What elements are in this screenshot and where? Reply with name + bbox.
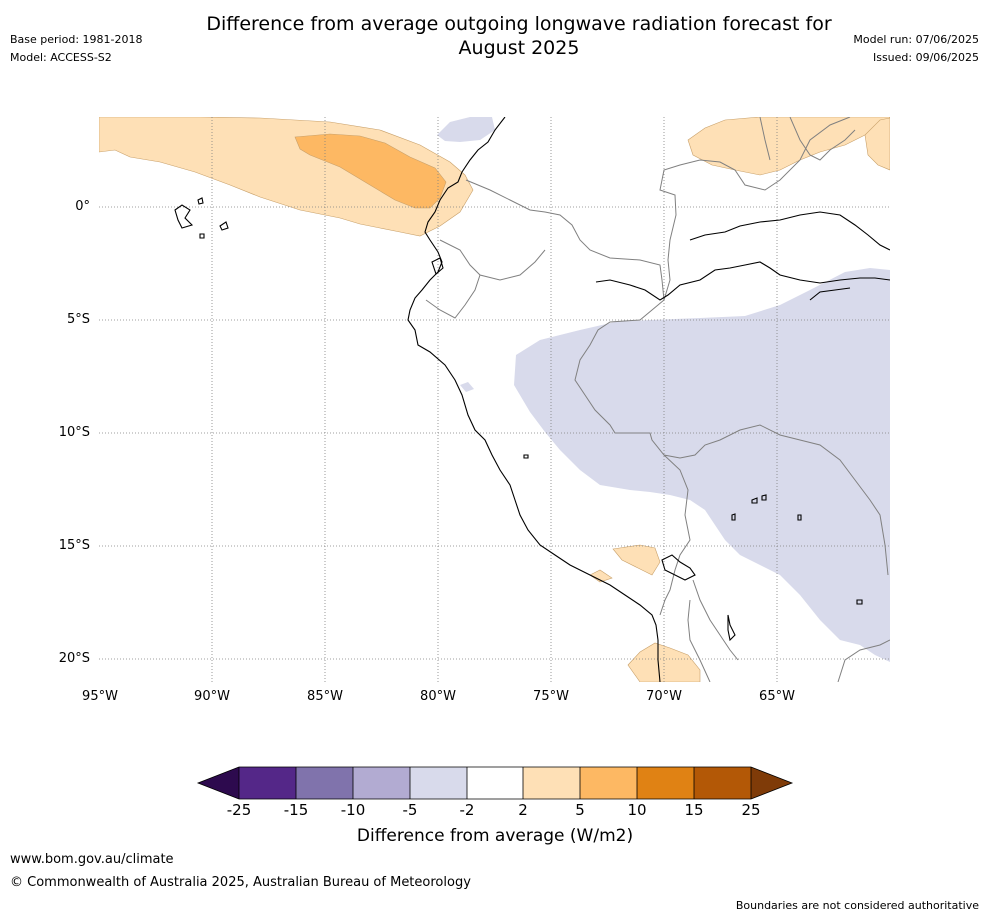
colorbar-tick: -15 — [283, 801, 309, 819]
colorbar-bin-neg15-neg10 — [296, 767, 353, 799]
disclaimer: Boundaries are not considered authoritat… — [735, 899, 979, 912]
lon-label-70w: 70°W — [646, 689, 682, 704]
colorbar-tick: 5 — [575, 801, 585, 819]
colorbar-bin-neg25-neg15 — [239, 767, 296, 799]
colorbar-bin-2-5 — [523, 767, 580, 799]
graticule — [99, 117, 890, 682]
colorbar-bin-10-15 — [637, 767, 694, 799]
anomaly-pos2-5-south-c — [627, 642, 701, 682]
lat-label-10s: 10°S — [58, 425, 90, 440]
anomaly-pos2-5-south-b — [589, 569, 613, 583]
issued-date: Issued: 09/06/2025 — [872, 51, 979, 64]
title-line-1: Difference from average outgoing longwav… — [206, 13, 832, 35]
colorbar-bin-15-25 — [694, 767, 751, 799]
copyright: © Commonwealth of Australia 2025, Austra… — [10, 875, 471, 890]
colorbar-tick: 10 — [627, 801, 647, 819]
colorbar — [196, 766, 794, 800]
anomaly-pos5-10-pacific — [294, 133, 447, 209]
colorbar-label: Difference from average (W/m2) — [356, 826, 634, 846]
model-name: Model: ACCESS-S2 — [10, 51, 112, 64]
lon-label-75w: 75°W — [533, 689, 569, 704]
lon-label-95w: 95°W — [82, 689, 118, 704]
lon-label-65w: 65°W — [759, 689, 795, 704]
model-run: Model run: 07/06/2025 — [853, 33, 979, 46]
lon-label-90w: 90°W — [194, 689, 230, 704]
colorbar-bin-5-10 — [580, 767, 637, 799]
colorbar-tick: -2 — [459, 801, 475, 819]
title-line-2: August 2025 — [458, 37, 580, 59]
colorbar-tick: -5 — [402, 801, 418, 819]
colorbar-arrow-high — [751, 767, 792, 799]
anomaly-neg2-5-east-edge — [884, 318, 890, 332]
chart-title: Difference from average outgoing longwav… — [0, 12, 988, 60]
lat-label-20s: 20°S — [58, 651, 90, 666]
anomaly-neg2-5-coast — [460, 382, 474, 392]
anomaly-pos2-5-east-edge — [864, 117, 890, 171]
colorbar-bin-neg10-neg5 — [353, 767, 410, 799]
colorbar-bin-neg2-2 — [467, 767, 523, 799]
lat-label-0: 0° — [75, 199, 90, 214]
lat-label-5s: 5°S — [66, 312, 90, 327]
country-borders — [425, 117, 890, 682]
colorbar-tick: -10 — [340, 801, 366, 819]
map-area — [99, 117, 890, 682]
base-period: Base period: 1981-2018 — [10, 33, 143, 46]
lon-label-85w: 85°W — [307, 689, 343, 704]
colorbar-tick: 15 — [684, 801, 704, 819]
colorbar-bin-neg5-neg2 — [410, 767, 467, 799]
coastlines — [174, 117, 890, 682]
anomaly-neg2-5-amazon — [514, 268, 890, 662]
lat-label-15s: 15°S — [58, 538, 90, 553]
anomaly-neg2-5-north — [437, 117, 495, 142]
lon-label-80w: 80°W — [420, 689, 456, 704]
colorbar-tick: 2 — [518, 801, 528, 819]
website-link[interactable]: www.bom.gov.au/climate — [10, 852, 174, 867]
colorbar-tick: -25 — [226, 801, 252, 819]
colorbar-tick: 25 — [741, 801, 761, 819]
colorbar-arrow-low — [198, 767, 239, 799]
anomaly-pos2-5-south-a — [612, 544, 661, 576]
meta-left: Base period: 1981-2018 Model: ACCESS-S2 — [10, 31, 142, 67]
meta-right: Model run: 07/06/2025 Issued: 09/06/2025 — [853, 31, 979, 67]
